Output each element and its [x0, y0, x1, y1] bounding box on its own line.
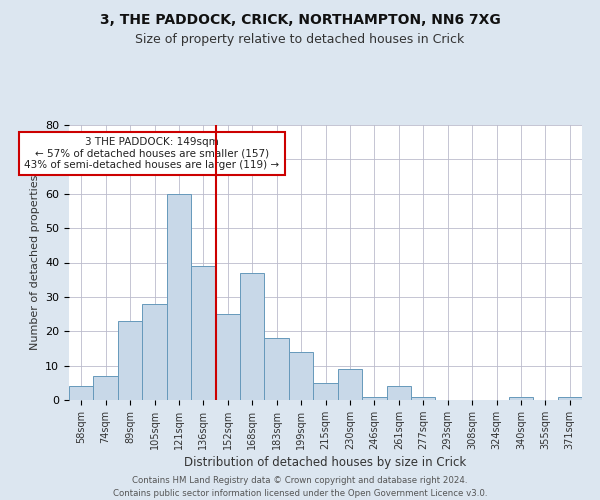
X-axis label: Distribution of detached houses by size in Crick: Distribution of detached houses by size …: [184, 456, 467, 469]
Bar: [557, 396, 582, 400]
Bar: [411, 396, 436, 400]
Bar: [338, 369, 362, 400]
Bar: [509, 396, 533, 400]
Bar: [118, 321, 142, 400]
Y-axis label: Number of detached properties: Number of detached properties: [29, 175, 40, 350]
Bar: [289, 352, 313, 400]
Text: 3, THE PADDOCK, CRICK, NORTHAMPTON, NN6 7XG: 3, THE PADDOCK, CRICK, NORTHAMPTON, NN6 …: [100, 12, 500, 26]
Bar: [69, 386, 94, 400]
Bar: [215, 314, 240, 400]
Text: Contains HM Land Registry data © Crown copyright and database right 2024.
Contai: Contains HM Land Registry data © Crown c…: [113, 476, 487, 498]
Bar: [386, 386, 411, 400]
Bar: [362, 396, 386, 400]
Text: 3 THE PADDOCK: 149sqm
← 57% of detached houses are smaller (157)
43% of semi-det: 3 THE PADDOCK: 149sqm ← 57% of detached …: [25, 137, 280, 170]
Bar: [240, 273, 265, 400]
Text: Size of property relative to detached houses in Crick: Size of property relative to detached ho…: [136, 32, 464, 46]
Bar: [167, 194, 191, 400]
Bar: [265, 338, 289, 400]
Bar: [94, 376, 118, 400]
Bar: [313, 383, 338, 400]
Bar: [191, 266, 215, 400]
Bar: [142, 304, 167, 400]
